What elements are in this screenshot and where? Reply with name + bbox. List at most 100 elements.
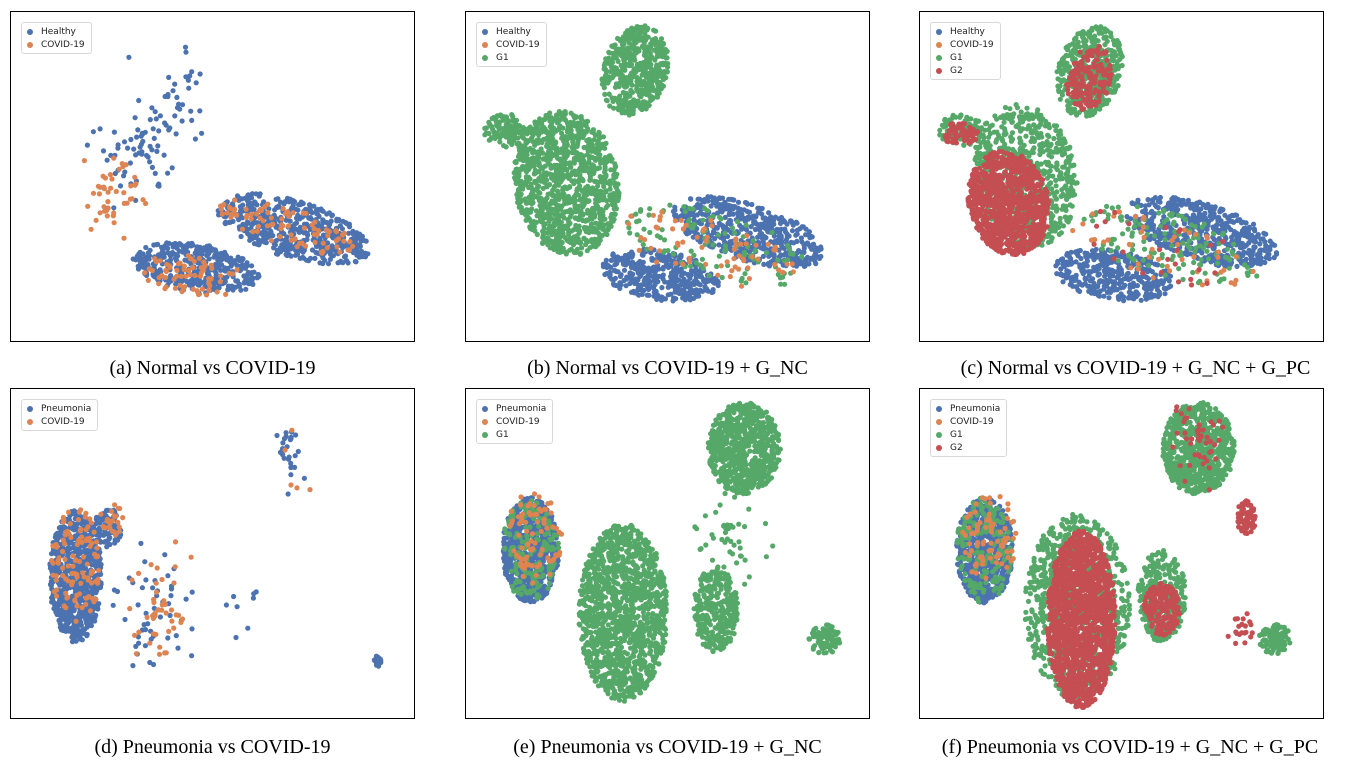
point <box>239 255 245 262</box>
point <box>656 66 662 72</box>
point <box>719 195 726 201</box>
point <box>244 275 250 282</box>
point <box>254 211 260 217</box>
point <box>706 272 713 279</box>
point <box>152 109 158 115</box>
point <box>173 281 179 287</box>
point <box>694 234 700 240</box>
point <box>602 91 608 97</box>
legend-marker <box>27 28 33 35</box>
point <box>612 65 618 71</box>
legend-item: COVID-19 <box>27 38 85 51</box>
point <box>133 181 139 187</box>
point <box>155 241 161 247</box>
point <box>174 105 181 111</box>
point <box>564 166 570 173</box>
point <box>608 257 614 263</box>
point <box>97 210 103 216</box>
point <box>1018 109 1024 115</box>
point <box>648 61 654 68</box>
point <box>102 175 108 181</box>
point <box>315 228 322 234</box>
point <box>153 116 159 122</box>
point <box>725 220 731 226</box>
point <box>711 228 717 234</box>
point <box>567 220 573 226</box>
point <box>223 291 229 297</box>
point <box>121 139 128 145</box>
point <box>768 251 774 257</box>
point <box>172 81 178 87</box>
point <box>780 269 786 275</box>
point <box>318 206 324 212</box>
point <box>648 66 654 72</box>
point <box>680 226 686 232</box>
point <box>207 283 213 289</box>
point <box>239 262 245 268</box>
point <box>165 245 171 251</box>
point <box>104 213 110 219</box>
point <box>585 210 591 216</box>
point <box>987 123 993 130</box>
point <box>325 261 332 267</box>
point <box>613 258 619 264</box>
point <box>600 212 606 218</box>
point <box>1064 158 1070 164</box>
point <box>597 135 603 141</box>
point <box>793 219 799 225</box>
point <box>664 261 670 268</box>
point <box>241 280 247 286</box>
point <box>986 134 992 140</box>
point <box>1114 74 1120 80</box>
point <box>760 246 766 252</box>
point <box>519 208 525 214</box>
point <box>188 108 194 114</box>
point <box>157 113 163 119</box>
point <box>292 221 298 227</box>
point <box>716 253 722 259</box>
point <box>643 268 649 274</box>
point <box>550 228 556 234</box>
point <box>708 232 714 239</box>
point <box>604 180 610 186</box>
point <box>137 144 143 150</box>
point <box>523 212 529 218</box>
point <box>617 93 623 99</box>
point <box>297 247 303 253</box>
point <box>647 229 653 236</box>
point <box>623 90 629 97</box>
point <box>239 226 246 232</box>
point <box>209 265 215 271</box>
point <box>761 241 767 247</box>
point <box>503 144 509 150</box>
point <box>128 136 134 143</box>
point <box>584 138 590 144</box>
point <box>664 55 670 61</box>
point <box>659 209 665 215</box>
point <box>680 289 686 295</box>
point <box>719 203 725 210</box>
point <box>729 268 735 274</box>
point <box>788 239 794 245</box>
point <box>1064 218 1070 224</box>
point <box>169 165 175 171</box>
point <box>661 257 667 263</box>
point <box>646 292 652 298</box>
point <box>529 196 536 202</box>
point <box>703 261 709 267</box>
point <box>606 91 612 97</box>
point <box>635 277 641 283</box>
point <box>561 191 567 197</box>
point <box>637 208 644 214</box>
point <box>234 267 240 273</box>
point <box>573 133 579 139</box>
point <box>661 68 667 75</box>
point <box>352 238 358 244</box>
point <box>1044 139 1050 145</box>
point <box>702 212 708 218</box>
point <box>551 220 557 226</box>
point <box>212 279 218 285</box>
point <box>565 171 571 178</box>
point <box>615 195 621 201</box>
point <box>160 246 166 252</box>
